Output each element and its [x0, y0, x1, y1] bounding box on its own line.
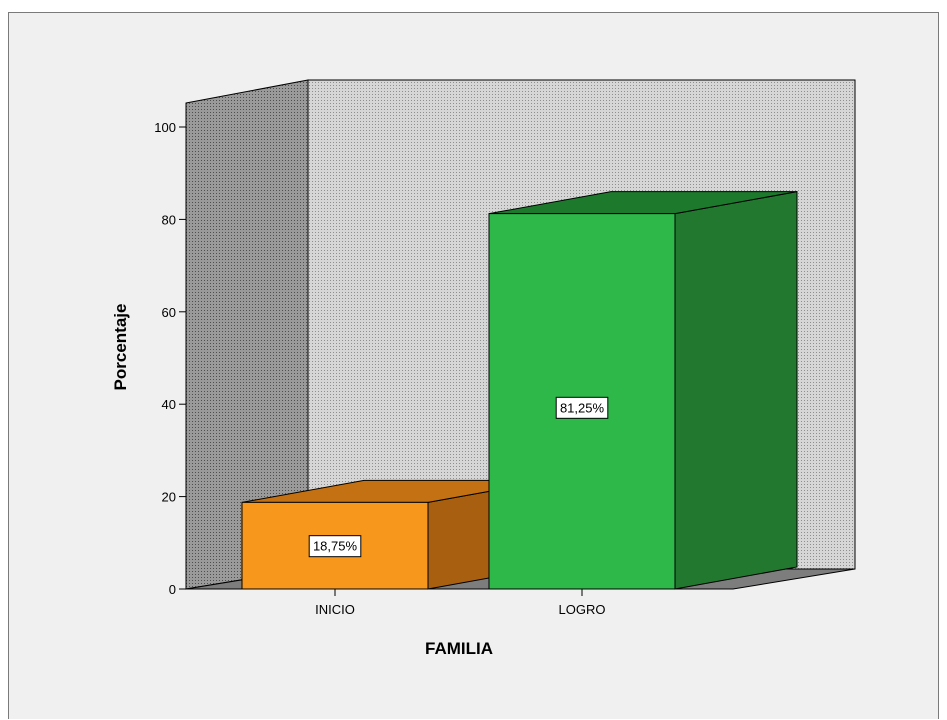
bar-logro: 81,25% [488, 191, 798, 590]
data-label-box [555, 396, 609, 419]
bar-side-face [674, 191, 798, 590]
x-axis-ticks: INICIO LOGRO [315, 589, 605, 617]
y-tick-label: 0 [169, 582, 176, 597]
data-label: 81,25% [560, 400, 605, 415]
x-axis-title: FAMILIA [425, 639, 493, 658]
y-tick-label: 20 [162, 490, 176, 505]
data-label-box [308, 535, 362, 558]
y-tick-label: 60 [162, 305, 176, 320]
bar-chart-3d: 0 20 40 60 80 100 18,75% 81,25% INICIO LOGRO FA… [111, 79, 856, 658]
bars: 18,75% 81,25% [241, 191, 798, 590]
x-tick-label: INICIO [315, 602, 355, 617]
data-label: 18,75% [313, 539, 358, 554]
y-tick-label: 40 [162, 397, 176, 412]
y-axis-ticks: 0 20 40 60 80 100 [154, 120, 186, 597]
y-axis-title: Porcentaje [111, 304, 130, 391]
y-tick-label: 80 [162, 212, 176, 227]
chart-frame: 0 20 40 60 80 100 18,75% 81,25% INICIO LOGRO FA… [8, 12, 939, 719]
y-tick-label: 100 [154, 120, 176, 135]
x-tick-label: LOGRO [559, 602, 606, 617]
